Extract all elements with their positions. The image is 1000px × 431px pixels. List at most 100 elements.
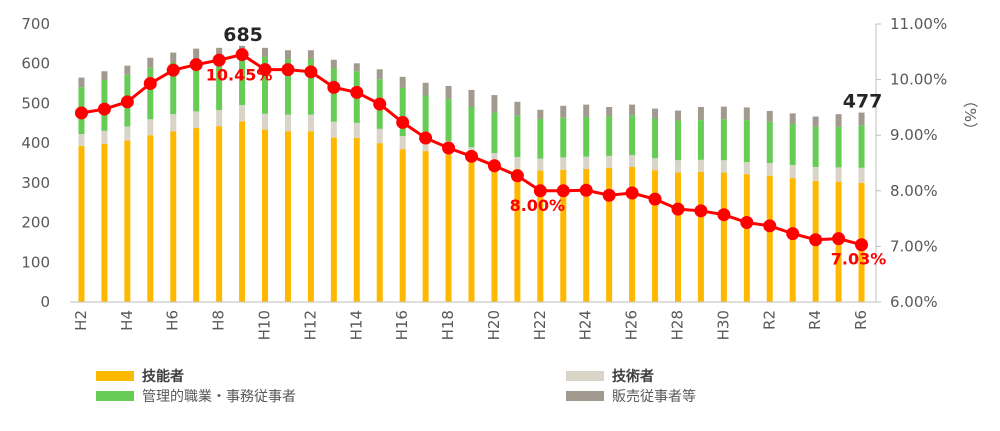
bar-segment-1-H7 <box>193 111 200 129</box>
right-axis-unit-label: （%） <box>961 93 979 137</box>
rate-point-H8 <box>212 53 226 67</box>
y-right-tick-label: 11.00% <box>890 15 947 33</box>
bar-segment-2-H5 <box>147 67 154 120</box>
bar-segment-0-R2 <box>766 175 773 302</box>
bar-segment-2-H10 <box>262 56 269 114</box>
bar-segment-3-H29 <box>697 107 704 121</box>
bar-segment-3-H22 <box>537 109 544 119</box>
bar-segment-1-H9 <box>239 105 246 122</box>
bar-segment-0-H6 <box>170 131 177 302</box>
rate-point-H25 <box>602 188 616 202</box>
bar-segment-3-H11 <box>284 50 291 59</box>
bar-segment-1-R1 <box>743 162 750 175</box>
bar-segment-0-R1 <box>743 174 750 302</box>
bar-segment-1-H20 <box>491 153 498 165</box>
rate-point-H13 <box>327 80 341 94</box>
bar-segment-2-R6 <box>858 125 865 168</box>
rate-point-H7 <box>189 58 203 72</box>
legend-label-engineer: 技術者 <box>612 369 654 385</box>
bar-segment-0-H29 <box>697 171 704 302</box>
bar-segment-0-H27 <box>652 170 659 302</box>
bar-segment-2-H8 <box>216 57 223 111</box>
rate-point-R5 <box>832 232 846 246</box>
x-tick-label: H6 <box>164 310 182 331</box>
legend-swatch-clerical <box>96 391 134 401</box>
bar-segment-1-H4 <box>124 126 131 141</box>
legend-item-skilled: 技能者 <box>96 366 184 386</box>
legend-label-sales: 販売従事者等 <box>612 389 696 405</box>
bar-segment-2-H21 <box>514 115 521 158</box>
rate-label-H22: 8.00% <box>510 196 566 215</box>
bar-segment-3-H7 <box>193 48 200 59</box>
legend-swatch-skilled <box>96 371 134 381</box>
bar-segment-0-H24 <box>583 168 590 302</box>
bar-segment-3-R4 <box>812 116 819 127</box>
y-right-tick-label: 8.00% <box>890 182 938 200</box>
bar-segment-1-R5 <box>835 167 842 182</box>
x-tick-label: H18 <box>439 310 457 340</box>
bar-segment-0-H23 <box>560 169 567 302</box>
rate-point-H16 <box>396 115 410 129</box>
bar-segment-0-H20 <box>491 164 498 302</box>
x-tick-label: H10 <box>256 310 274 340</box>
bar-segment-1-H25 <box>606 155 613 168</box>
left-axis: 0 100 200 300 400 500 600 700 <box>21 15 50 311</box>
rate-point-H5 <box>143 76 157 90</box>
bar-segment-1-H5 <box>147 119 154 136</box>
y-left-tick-label: 100 <box>21 253 50 271</box>
bar-segment-3-H23 <box>560 105 567 118</box>
bar-segment-0-H9 <box>239 121 246 302</box>
bar-segment-1-H15 <box>376 128 383 144</box>
bar-segment-3-H3 <box>101 71 108 80</box>
bar-segment-1-H13 <box>330 121 337 138</box>
bar-segment-1-H27 <box>652 158 659 171</box>
rate-point-H18 <box>442 141 456 155</box>
rate-point-H27 <box>648 192 662 206</box>
bar-segment-3-H21 <box>514 101 521 116</box>
right-axis: 6.00% 7.00% 8.00% 9.00% 10.00% 11.00% <box>875 15 947 311</box>
bar-segment-1-H12 <box>307 114 314 132</box>
rate-point-R2 <box>763 219 777 233</box>
bar-segment-2-H28 <box>674 120 681 161</box>
bar-segment-2-H19 <box>468 107 475 148</box>
bar-segment-2-R1 <box>743 120 750 163</box>
bar-segment-0-H16 <box>399 149 406 302</box>
rate-point-H24 <box>579 183 593 197</box>
legend-label-skilled: 技能者 <box>142 369 184 385</box>
bar-segment-3-H28 <box>674 110 681 121</box>
bar-segment-3-H10 <box>262 47 269 57</box>
bar-segment-3-R5 <box>835 114 842 127</box>
rate-point-H17 <box>419 131 433 145</box>
x-tick-label: H30 <box>714 310 732 340</box>
bar-segment-2-R5 <box>835 126 842 168</box>
bar-segment-2-H30 <box>720 119 727 161</box>
bar-segment-1-H26 <box>629 155 636 167</box>
bar-segment-1-H11 <box>284 114 291 132</box>
bar-segment-0-H4 <box>124 140 131 302</box>
y-left-tick-label: 0 <box>40 293 50 311</box>
y-left-tick-label: 500 <box>21 94 50 112</box>
bar-segment-3-H6 <box>170 52 177 63</box>
rate-point-H23 <box>556 184 570 198</box>
rate-point-H19 <box>465 149 478 163</box>
bar-segment-2-H29 <box>697 120 704 160</box>
total-label-R6: 477 <box>843 91 883 113</box>
bar-segment-3-H24 <box>583 104 590 117</box>
bar-segment-3-R3 <box>789 113 796 125</box>
bar-segment-3-H25 <box>606 107 613 117</box>
bar-segment-0-H10 <box>262 129 269 302</box>
x-tick-label: H2 <box>72 310 90 331</box>
bar-segment-3-H2 <box>78 77 85 88</box>
rate-point-H4 <box>120 95 134 109</box>
bar-segment-1-H17 <box>422 139 429 152</box>
bar-segment-1-H24 <box>583 156 590 169</box>
bar-segment-3-H15 <box>376 69 383 80</box>
rate-point-R4 <box>809 233 823 247</box>
bar-segment-0-H19 <box>468 159 475 302</box>
bar-segment-2-H16 <box>399 87 406 136</box>
rate-point-R1 <box>740 215 754 229</box>
x-tick-label: H14 <box>347 310 365 340</box>
bar-segment-1-H14 <box>353 122 360 138</box>
bar-segment-1-H2 <box>78 134 85 146</box>
bar-segment-1-H3 <box>101 130 108 144</box>
